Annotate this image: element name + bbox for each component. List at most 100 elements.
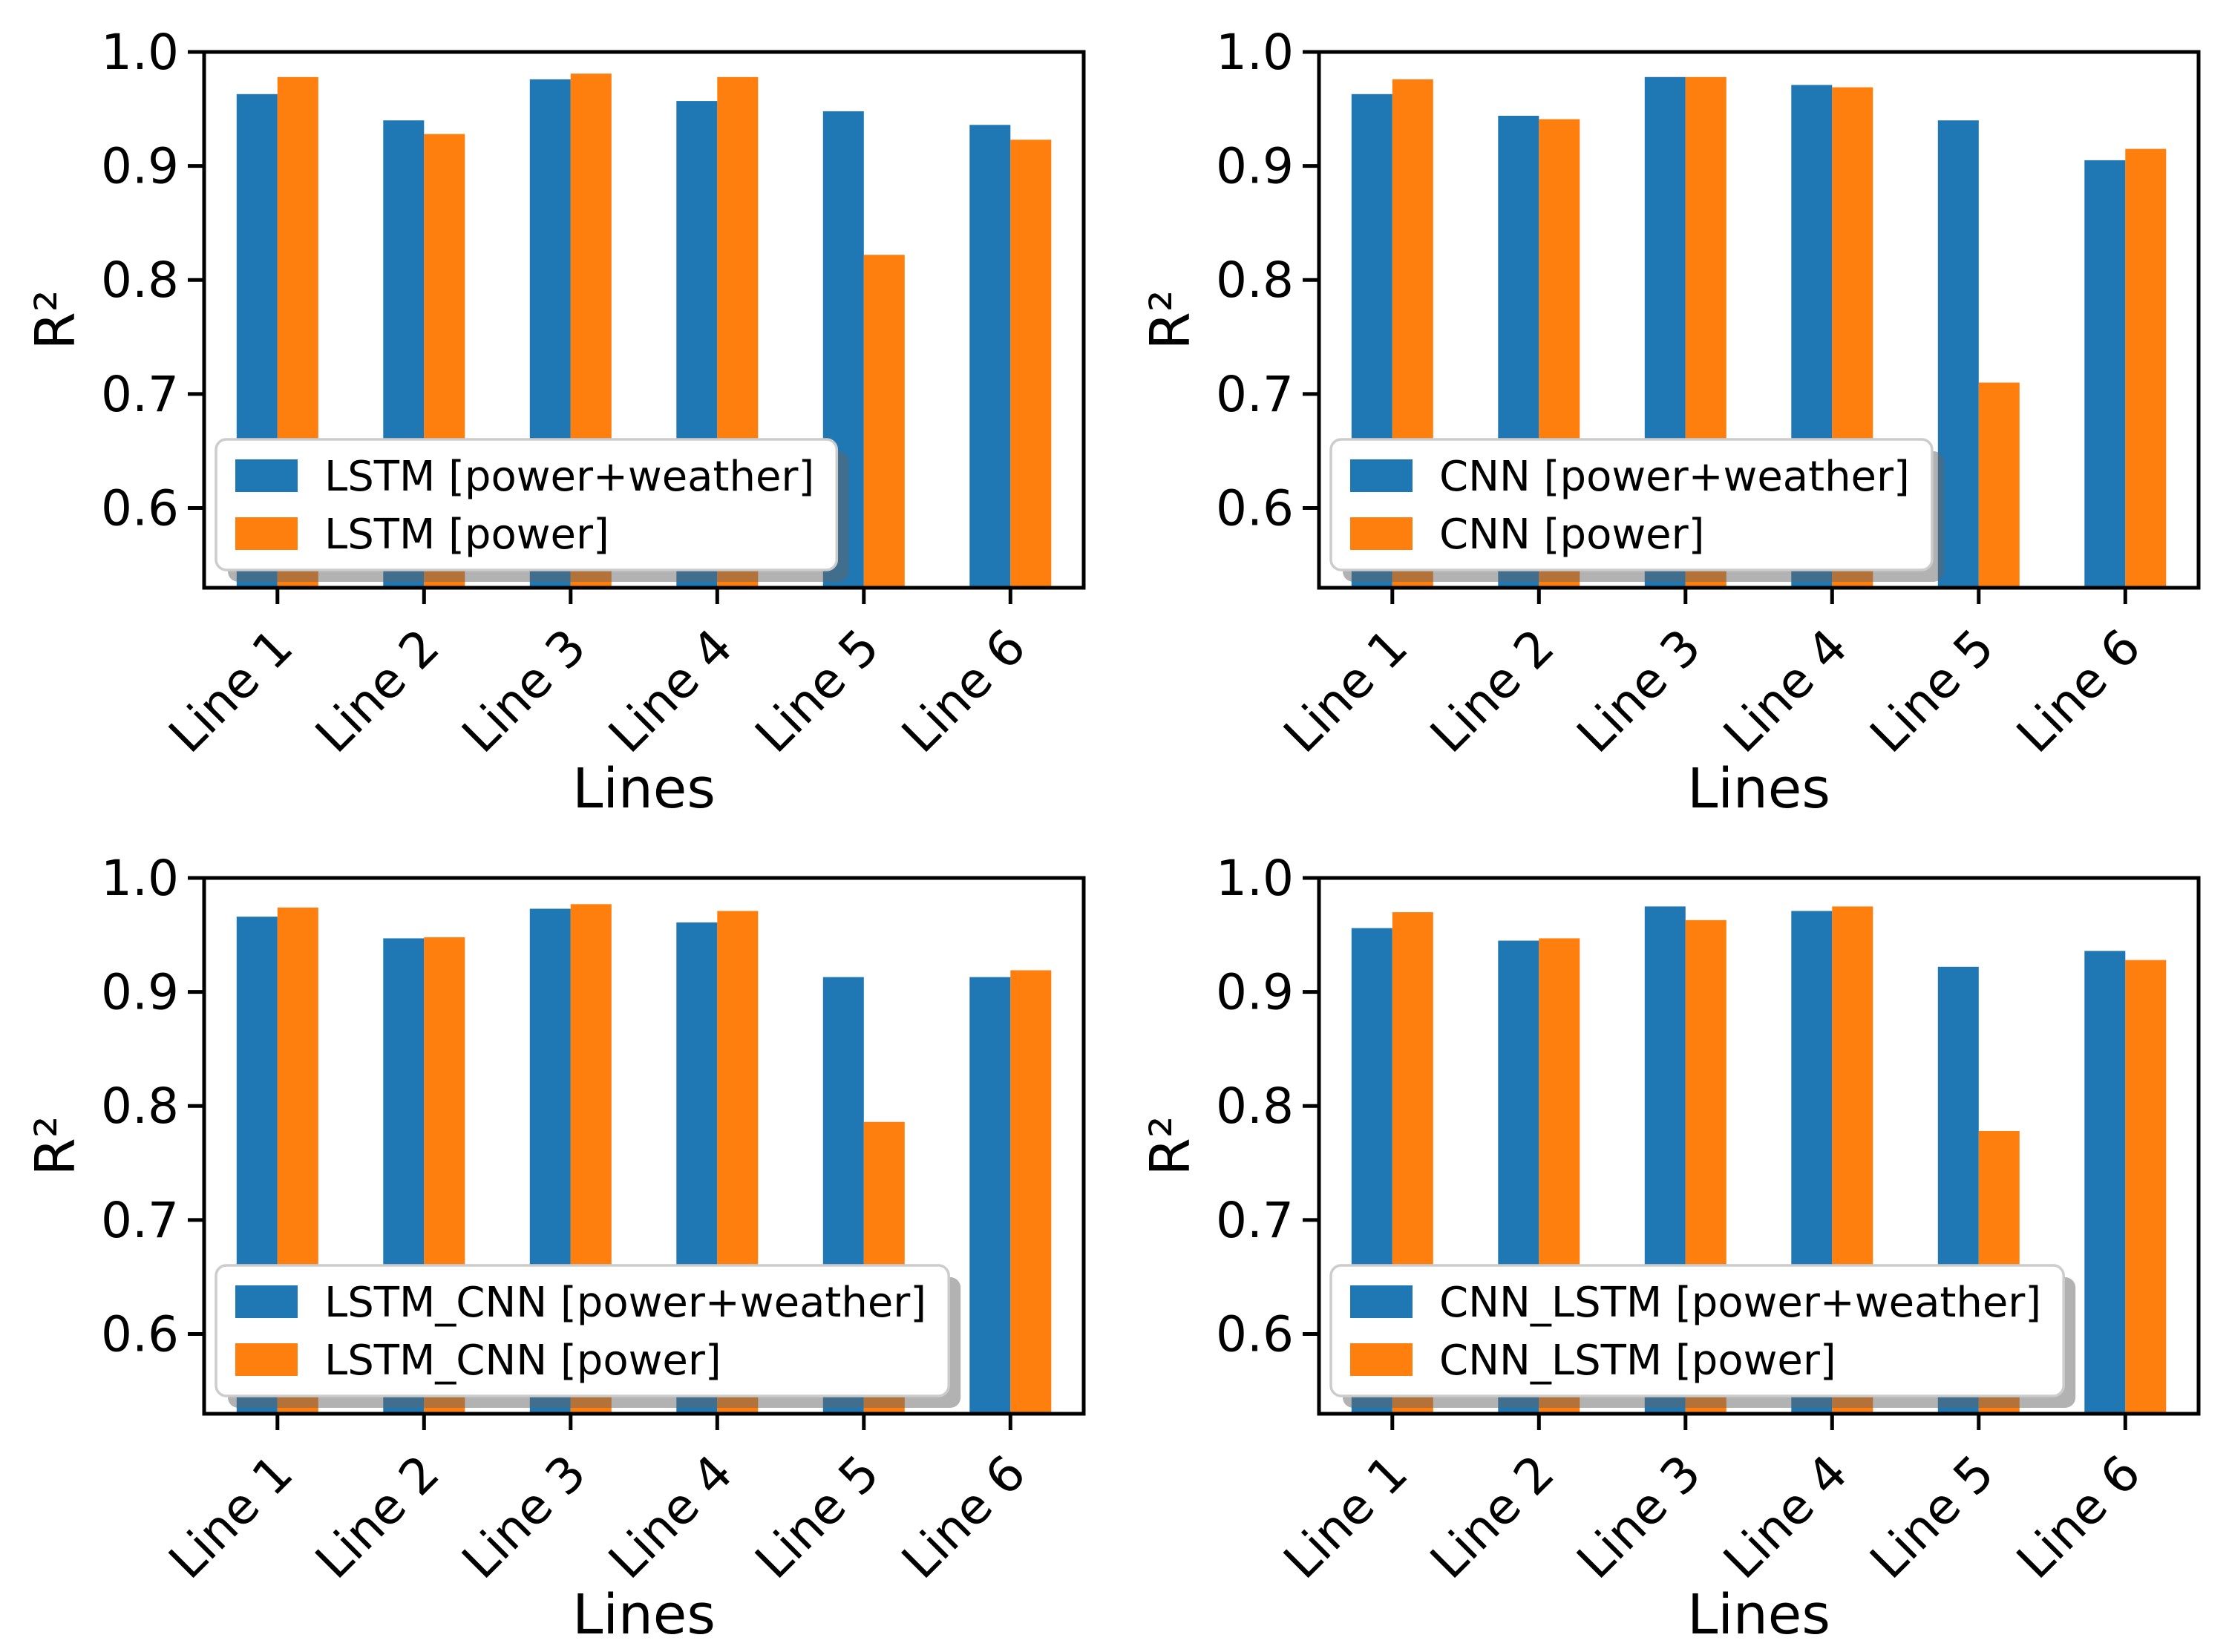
x-tick-label: Line 1 [1273, 618, 1418, 764]
y-tick-label: 0.8 [101, 1078, 179, 1135]
x-tick-label: Line 4 [1712, 618, 1858, 764]
legend-swatch-blue [1350, 1285, 1413, 1318]
x-tick-label: Line 6 [891, 1444, 1036, 1590]
y-tick-label: 1.0 [1216, 24, 1294, 81]
y-tick-label: 0.9 [101, 964, 179, 1021]
legend-box [215, 1264, 950, 1397]
legend: LSTM [power+weather] LSTM [power] [215, 438, 849, 582]
plot-area-border [202, 876, 1086, 1416]
y-tick-label: 0.7 [1216, 1192, 1294, 1249]
bar-cnn-s1-c4 [1978, 382, 2020, 588]
legend-box [1329, 1264, 2065, 1397]
y-tick-label: 0.7 [101, 366, 179, 423]
bar-lstm-s0-c5 [969, 125, 1011, 589]
legend-label: LSTM_CNN [power+weather] [324, 1279, 926, 1327]
x-tick-label: Line 4 [598, 618, 743, 764]
bar-cnn-s0-c4 [1937, 120, 1979, 588]
x-tick-label: Line 3 [451, 618, 597, 764]
plot-area-border [1317, 50, 2201, 590]
legend-swatch-orange [235, 1343, 298, 1376]
legend-label: LSTM [power+weather] [324, 453, 814, 501]
x-axis-label: Lines [572, 757, 716, 821]
legend-label: CNN_LSTM [power+weather] [1439, 1279, 2041, 1327]
y-tick-label: 0.6 [101, 1306, 179, 1363]
x-tick-label: Line 6 [2006, 1444, 2151, 1590]
x-tick-label: Line 6 [2006, 618, 2151, 764]
bars-group [1351, 906, 2167, 1414]
x-tick-label: Line 2 [1419, 618, 1565, 764]
x-axis-label: Lines [1687, 757, 1830, 821]
legend-label: CNN [power+weather] [1439, 453, 1910, 501]
legend: CNN_LSTM [power+weather] CNN_LSTM [power] [1329, 1264, 2076, 1408]
y-tick-label: 0.7 [101, 1192, 179, 1249]
y-tick-label: 0.9 [1216, 138, 1294, 195]
legend-swatch-blue [1350, 459, 1413, 492]
x-tick-label: Line 3 [1566, 1444, 1712, 1590]
x-tick-label: Line 3 [451, 1444, 597, 1590]
y-axis-label: R² [24, 289, 88, 350]
y-tick-label: 0.6 [1216, 1306, 1294, 1363]
y-tick-label: 0.7 [1216, 366, 1294, 423]
x-tick-label: Line 4 [598, 1444, 743, 1590]
y-tick-label: 0.6 [101, 480, 179, 537]
x-tick-label: Line 5 [744, 1444, 890, 1590]
x-tick-label: Line 2 [1419, 1444, 1565, 1590]
y-axis-label: R² [24, 1115, 88, 1176]
y-tick-label: 0.8 [1216, 252, 1294, 309]
bar-cnn_lstm-s1-c5 [2125, 960, 2167, 1414]
x-tick-label: Line 1 [158, 618, 304, 764]
legend-box [215, 438, 839, 571]
bar-cnn-s1-c5 [2125, 148, 2167, 589]
ticks-group [188, 876, 1012, 1430]
bar-lstm_cnn-s0-c5 [969, 977, 1011, 1414]
legend-label: CNN [power] [1439, 511, 1704, 559]
x-tick-label: Line 5 [1859, 618, 2005, 764]
x-axis-label: Lines [1687, 1583, 1830, 1647]
plot-area-border [1317, 876, 2201, 1416]
y-tick-label: 1.0 [1216, 850, 1294, 907]
bar-cnn-s0-c5 [2084, 160, 2126, 588]
x-tick-label: Line 1 [158, 1444, 304, 1590]
bar-lstm-s1-c5 [1010, 140, 1052, 589]
y-tick-label: 1.0 [101, 24, 179, 81]
legend-label: LSTM_CNN [power] [324, 1337, 721, 1385]
legend-box [1329, 438, 1934, 571]
x-tick-label: Line 5 [744, 618, 890, 764]
y-tick-label: 0.8 [1216, 1078, 1294, 1135]
legend-label: CNN_LSTM [power] [1439, 1337, 1836, 1385]
ticks-group [1303, 50, 2127, 604]
x-tick-label: Line 6 [891, 618, 1036, 764]
legend-swatch-orange [1350, 1343, 1413, 1376]
y-tick-label: 1.0 [101, 850, 179, 907]
legend-swatch-blue [235, 459, 298, 492]
ticks-group [188, 50, 1012, 604]
y-tick-label: 0.6 [1216, 480, 1294, 537]
y-axis-label: R² [1139, 289, 1202, 350]
bar-lstm_cnn-s1-c5 [1010, 970, 1052, 1414]
legend-swatch-orange [235, 517, 298, 550]
x-tick-label: Line 4 [1712, 1444, 1858, 1590]
legend-swatch-orange [1350, 517, 1413, 550]
x-tick-label: Line 2 [304, 1444, 450, 1590]
y-tick-label: 0.8 [101, 252, 179, 309]
legend-swatch-blue [235, 1285, 298, 1318]
y-axis-label: R² [1139, 1115, 1202, 1176]
x-tick-label: Line 1 [1273, 1444, 1418, 1590]
plot-area-border [202, 50, 1086, 590]
bar-lstm-s1-c4 [863, 255, 905, 588]
bars-group [1351, 76, 2167, 589]
legend: CNN [power+weather] CNN [power] [1329, 438, 1944, 582]
x-tick-label: Line 5 [1859, 1444, 2005, 1590]
legend: LSTM_CNN [power+weather] LSTM_CNN [power] [215, 1264, 961, 1408]
bar-cnn_lstm-s0-c5 [2084, 951, 2126, 1414]
y-tick-label: 0.9 [101, 138, 179, 195]
x-tick-label: Line 3 [1566, 618, 1712, 764]
legend-label: LSTM [power] [324, 511, 609, 559]
x-tick-label: Line 2 [304, 618, 450, 764]
ticks-group [1303, 876, 2127, 1430]
